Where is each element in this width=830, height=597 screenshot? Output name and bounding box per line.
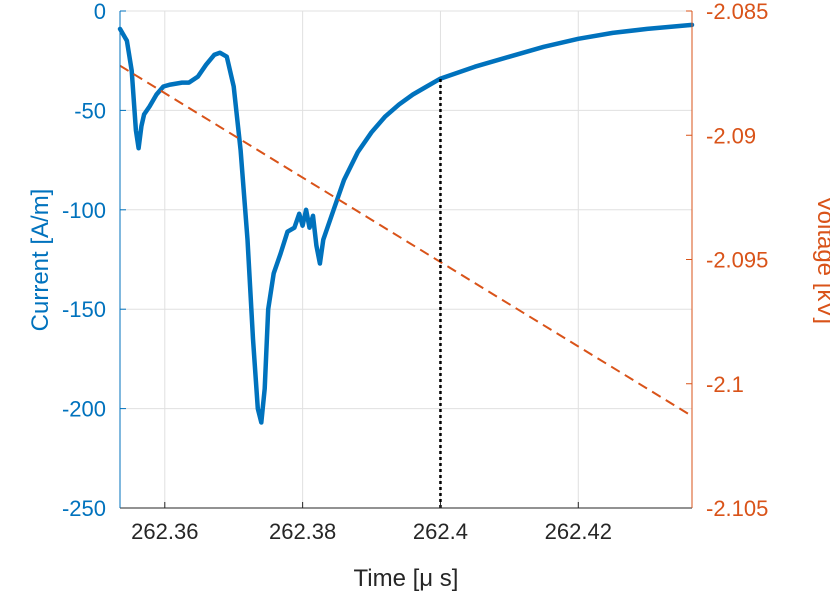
y-left-tick-label: 0 — [94, 0, 106, 24]
y-axis-left-label: Current [A/m] — [27, 189, 54, 332]
series-layer — [117, 22, 695, 508]
x-axis-label: Time [μ s] — [354, 565, 459, 592]
y-right-tick-label: -2.085 — [706, 0, 768, 24]
series-line-voltage — [119, 64, 693, 417]
y-right-tick-label: -2.105 — [706, 496, 768, 521]
y-left-tick-label: -50 — [74, 98, 106, 123]
y-right-tick-label: -2.095 — [706, 248, 768, 273]
x-tick-label: 262.36 — [131, 519, 198, 544]
y-right-tick-label: -2.09 — [706, 123, 756, 148]
axes — [119, 10, 693, 509]
y-left-tick-label: -250 — [62, 496, 106, 521]
x-tick-label: 262.42 — [545, 519, 612, 544]
tick-labels: 262.36 262.38 262.4 262.42 0 -50 -100 -150 -200 -… — [62, 0, 768, 544]
y-axis-right-label: Voltage [kV] — [812, 196, 830, 324]
y-left-tick-label: -200 — [62, 397, 106, 422]
x-tick-label: 262.38 — [269, 519, 336, 544]
y-left-tick-label: -150 — [62, 297, 106, 322]
x-tick-label: 262.4 — [413, 519, 468, 544]
series-line-current — [117, 22, 695, 425]
grid — [120, 10, 692, 509]
y-right-tick-label: -2.1 — [706, 372, 744, 397]
y-left-tick-label: -100 — [62, 198, 106, 223]
